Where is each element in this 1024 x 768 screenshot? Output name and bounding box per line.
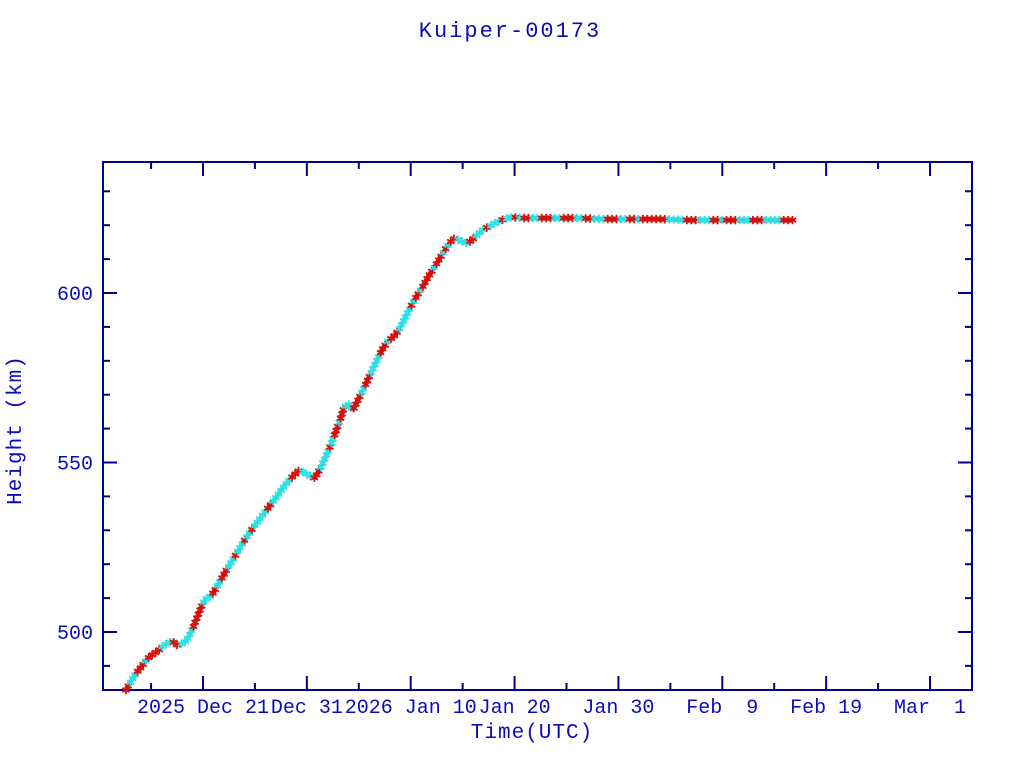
plot-frame	[102, 161, 973, 691]
x-tick-label: 2025 Dec 21	[137, 697, 269, 720]
x-tick-label: Jan 30	[582, 697, 654, 720]
x-tick-label: Mar 1	[894, 697, 966, 720]
y-tick-label: 600	[57, 284, 93, 307]
x-tick-label: Feb 19	[790, 697, 862, 720]
marker-cyan-asterisk	[472, 231, 481, 240]
x-axis-title: Time(UTC)	[470, 722, 594, 745]
y-tick-label: 500	[57, 623, 93, 646]
chart-title: Kuiper-00173	[418, 19, 602, 44]
x-tick-label: Feb 9	[686, 697, 758, 720]
y-axis-title: Height (km)	[5, 355, 28, 505]
x-tick-label: Jan 20	[479, 697, 551, 720]
x-tick-label: 2026 Jan 10	[345, 697, 477, 720]
y-tick-label: 550	[57, 454, 93, 477]
x-tick-label: Dec 31	[271, 697, 343, 720]
marker-red-asterisk	[788, 215, 797, 225]
height-curve	[125, 216, 795, 691]
